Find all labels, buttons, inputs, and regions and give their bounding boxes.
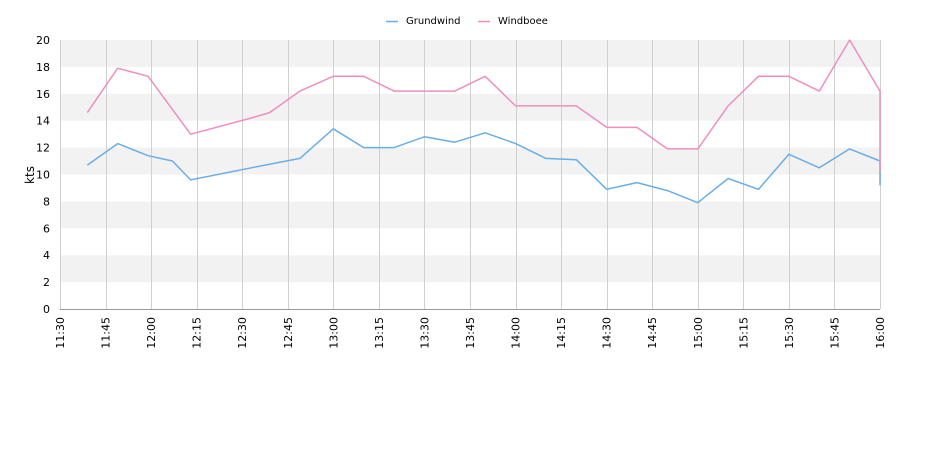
- series-line-grundwind: [86, 128, 881, 204]
- y-axis-label: kts: [23, 166, 37, 184]
- legend: Grundwind Windboee: [386, 16, 548, 27]
- x-tick-label: 12:00: [145, 317, 158, 349]
- y-tick-label: 10: [36, 169, 50, 182]
- x-tick-label: 11:30: [54, 317, 67, 349]
- x-tick-label: 13:45: [464, 317, 477, 349]
- x-tick-label: 14:00: [510, 317, 523, 349]
- y-tick-label: 4: [43, 249, 50, 262]
- series-lines: [86, 39, 881, 204]
- y-tick-label: 12: [36, 142, 50, 155]
- y-tick-label: 18: [36, 61, 50, 74]
- x-tick-label: 16:00: [874, 317, 887, 349]
- x-tick-label: 14:30: [601, 317, 614, 349]
- y-tick-label: 20: [36, 34, 50, 47]
- x-tick-label: 15:30: [783, 317, 796, 349]
- y-tick-label: 8: [43, 195, 50, 208]
- y-tick-label: 2: [43, 276, 50, 289]
- y-tick-labels: 0 2 4 6 8 10 12 14 16 18 20: [36, 34, 50, 316]
- vertical-gridlines: [60, 40, 881, 309]
- x-tick-label: 11:45: [100, 317, 113, 349]
- legend-label-windboee: Windboee: [498, 16, 548, 27]
- x-tick-label: 13:00: [327, 317, 340, 349]
- x-tick-label: 15:45: [828, 317, 841, 349]
- x-tick-label: 15:15: [737, 317, 750, 349]
- x-tick-label: 14:15: [555, 317, 568, 349]
- x-tick-label: 13:30: [418, 317, 431, 349]
- y-tick-label: 16: [36, 88, 50, 101]
- x-tick-label: 15:00: [692, 317, 705, 349]
- x-tick-label: 14:45: [646, 317, 659, 349]
- x-tick-label: 13:15: [373, 317, 386, 349]
- x-tick-labels: 11:30 11:45 12:00 12:15 12:30 12:45 13:00 13:15…: [54, 317, 887, 349]
- y-tick-label: 0: [43, 303, 50, 316]
- y-tick-label: 14: [36, 115, 50, 128]
- y-tick-label: 6: [43, 222, 50, 235]
- x-tick-label: 12:15: [191, 317, 204, 349]
- x-tick-label: 12:30: [236, 317, 249, 349]
- x-tick-label: 12:45: [282, 317, 295, 349]
- legend-label-grundwind: Grundwind: [406, 16, 461, 27]
- series-line-windboee: [86, 39, 881, 172]
